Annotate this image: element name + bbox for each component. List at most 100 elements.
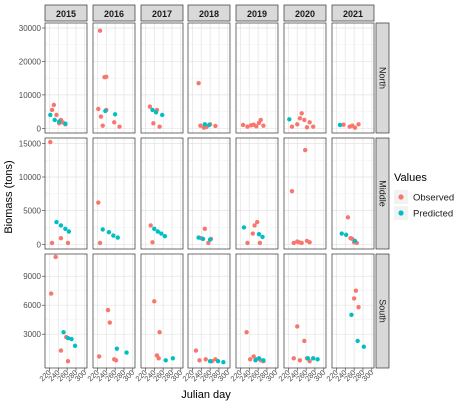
data-point-observed	[302, 117, 307, 123]
y-tick-label: 10000	[19, 173, 42, 182]
y-tick-label: 6000	[23, 301, 41, 310]
data-point-predicted	[315, 357, 320, 362]
facet-strip-2020	[283, 4, 327, 22]
data-point-predicted	[150, 107, 155, 113]
data-point-observed	[193, 348, 199, 353]
facet-strip-label: 2020	[295, 9, 315, 19]
facet-strip-label: 2019	[247, 9, 267, 19]
y-tick-label: 5000	[23, 207, 41, 216]
data-point-observed	[291, 240, 296, 246]
panel-border	[187, 22, 231, 134]
data-point-predicted	[256, 356, 262, 361]
data-point-predicted	[170, 356, 176, 361]
facet-strip-north	[375, 22, 390, 134]
data-point-predicted	[349, 312, 354, 318]
panel-background	[236, 254, 278, 368]
panel-border	[331, 253, 375, 369]
panel-middle-2017	[140, 137, 184, 250]
data-point-predicted	[66, 229, 72, 234]
panel-border	[92, 22, 136, 134]
data-point-predicted	[162, 234, 168, 239]
data-point-predicted	[159, 231, 164, 236]
data-point-predicted	[52, 117, 57, 123]
panel-border	[235, 22, 279, 134]
panel-north-2017	[140, 22, 184, 134]
panel-middle-2019	[235, 137, 279, 250]
data-point-predicted	[124, 350, 129, 355]
data-point-predicted	[207, 237, 213, 242]
data-point-observed	[117, 124, 122, 129]
data-point-predicted	[207, 359, 213, 364]
panel-border	[331, 137, 375, 250]
facet-strip-middle	[375, 137, 390, 250]
data-point-predicted	[339, 231, 344, 236]
facet-strip-south	[375, 253, 390, 369]
facet-strip-2016	[92, 4, 136, 22]
data-point-predicted	[56, 119, 62, 124]
panel-south-2017	[140, 253, 184, 369]
data-point-observed	[96, 106, 101, 112]
data-point-observed	[48, 291, 54, 296]
data-point-predicted	[155, 229, 160, 234]
data-point-predicted	[261, 358, 266, 363]
data-point-predicted	[111, 233, 116, 238]
facet-strip-label: North	[378, 67, 388, 89]
data-point-observed	[297, 358, 303, 363]
panel-north-2021	[331, 22, 375, 134]
data-point-predicted	[215, 359, 221, 364]
data-point-observed	[96, 354, 102, 359]
data-point-observed	[58, 348, 64, 353]
data-point-predicted	[63, 121, 68, 126]
panel-border	[235, 137, 279, 250]
data-point-predicted	[200, 236, 206, 242]
y-tick-label: 30000	[19, 24, 42, 33]
panel-border	[187, 137, 231, 250]
data-point-observed	[150, 240, 155, 245]
panel-border	[140, 22, 184, 134]
legend-marker-observed	[398, 194, 404, 200]
y-tick-label: 10000	[19, 91, 42, 100]
facet-strip-label: 2015	[56, 9, 76, 19]
facet-strip-2021	[331, 4, 375, 22]
data-point-observed	[105, 307, 111, 313]
data-point-observed	[151, 121, 156, 126]
data-point-predicted	[361, 344, 367, 349]
panel-background	[45, 138, 87, 249]
data-point-predicted	[69, 336, 74, 342]
facet-strip-label: 2021	[343, 9, 363, 19]
data-point-observed	[96, 200, 101, 205]
data-point-observed	[353, 288, 359, 293]
data-point-predicted	[63, 226, 68, 232]
panel-border	[283, 137, 327, 250]
data-point-observed	[49, 107, 55, 113]
y-tick-label: 15000	[19, 139, 42, 148]
data-point-observed	[244, 330, 249, 335]
data-point-predicted	[355, 338, 360, 344]
data-point-predicted	[343, 232, 349, 238]
data-point-observed	[107, 320, 113, 325]
data-point-predicted	[337, 122, 343, 128]
y-tick-label: 9000	[23, 272, 41, 281]
data-point-observed	[299, 240, 304, 246]
data-point-observed	[213, 123, 218, 129]
data-point-predicted	[305, 356, 311, 361]
data-point-observed	[351, 296, 357, 301]
data-point-observed	[157, 330, 162, 335]
data-point-observed	[197, 358, 202, 363]
data-point-observed	[345, 215, 351, 220]
panel-border	[92, 137, 136, 250]
data-point-observed	[258, 117, 263, 123]
y-tick-label: 0	[37, 124, 42, 133]
data-point-predicted	[352, 238, 358, 244]
panel-border	[44, 22, 88, 134]
data-point-observed	[289, 124, 295, 129]
panel-south-2020	[283, 253, 327, 369]
data-point-observed	[299, 111, 304, 116]
data-point-predicted	[287, 117, 292, 122]
facet-strip-2017	[140, 4, 184, 22]
data-point-observed	[112, 120, 117, 125]
panel-border	[92, 253, 136, 369]
facet-strip-label: South	[378, 299, 388, 323]
data-point-observed	[297, 116, 303, 121]
facet-strip-2019	[235, 4, 279, 22]
